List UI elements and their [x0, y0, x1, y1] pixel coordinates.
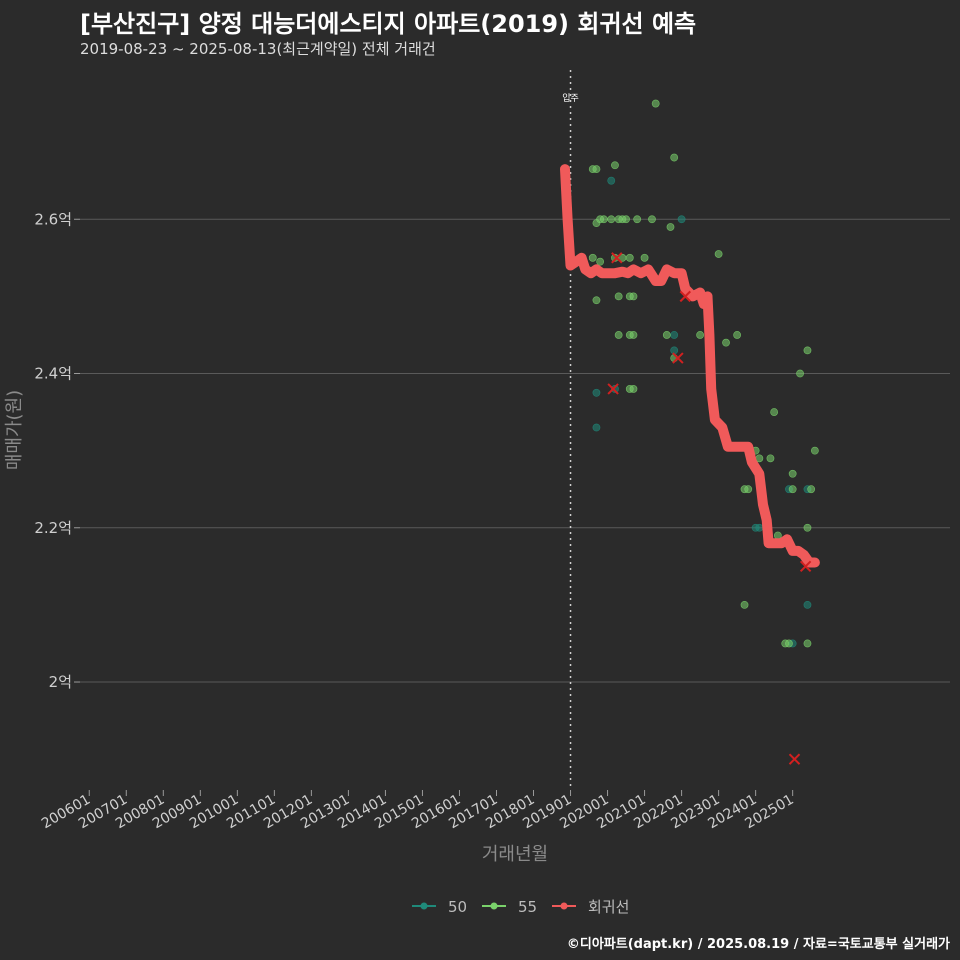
point-50 [670, 331, 679, 339]
point-55 [640, 253, 649, 262]
point-55 [670, 153, 679, 162]
point-55 [796, 369, 804, 378]
cancelled-marker [788, 753, 801, 765]
point-55 [714, 250, 723, 258]
point-55 [596, 257, 605, 266]
cancelled-marker [611, 252, 623, 264]
point-55 [740, 600, 749, 609]
point-55 [651, 99, 660, 108]
cancelled-markers [607, 252, 812, 765]
point-55 [614, 331, 623, 339]
point-55 [770, 408, 779, 416]
point-50 [670, 346, 679, 355]
point-55 [803, 346, 812, 355]
y-tick-label: 2.4억 [34, 365, 72, 383]
point-55 [629, 292, 638, 301]
x-axis-ticks: 2006012007012008012009012010012011012012… [39, 790, 797, 832]
regression-path [560, 164, 820, 568]
point-55 [588, 253, 597, 262]
legend-label: 55 [518, 898, 537, 916]
point-55 [611, 161, 619, 170]
point-50 [755, 523, 764, 532]
legend-label: 50 [448, 898, 467, 916]
cancelled-marker [607, 383, 619, 395]
point-50 [611, 385, 619, 393]
point-55 [622, 215, 630, 224]
cancelled-marker [799, 560, 812, 573]
y-tick-label: 2억 [49, 673, 72, 691]
point-55 [785, 639, 793, 648]
legend-key-dot [560, 902, 568, 910]
cancel-x [788, 753, 801, 765]
point-55 [666, 223, 675, 231]
y-axis-ticks: 2억 2.2억 2.4억 2.6억 [34, 210, 80, 691]
point-55 [607, 215, 616, 224]
legend: 50 55 회귀선 [412, 898, 629, 916]
point-50 [592, 423, 601, 432]
point-55 [810, 446, 819, 455]
point-55 [744, 485, 753, 494]
point-55 [733, 331, 742, 339]
point-55 [625, 253, 634, 262]
cancel-x [679, 290, 692, 303]
x-axis-title: 거래년월 [482, 844, 548, 865]
point-55 [648, 215, 656, 224]
point-55 [696, 331, 705, 339]
y-axis-title: 매매가(원) [4, 390, 25, 470]
source-caption: ©디아파트(dapt.kr) / 2025.08.19 / 자료=국토교통부 실… [566, 937, 950, 952]
point-55 [662, 331, 671, 339]
chart-title: [부산진구] 양정 대능더에스티지 아파트(2019) 회귀선 예측 [80, 10, 697, 38]
legend-key-dot [420, 902, 428, 910]
point-55 [788, 485, 797, 494]
cancel-x [611, 252, 623, 264]
point-50 [592, 388, 601, 397]
point-55 [788, 469, 797, 478]
point-55 [803, 523, 812, 532]
cancel-x [799, 560, 812, 573]
point-55 [599, 215, 608, 224]
point-55 [629, 385, 638, 393]
point-50 [677, 215, 686, 224]
point-50 [803, 600, 812, 609]
point-55 [807, 485, 816, 494]
chart-subtitle: 2019-08-23 ~ 2025-08-13(최근계약일) 전체 거래건 [80, 40, 436, 58]
legend-key-dot [490, 902, 498, 910]
regression-line [560, 164, 820, 568]
point-55 [722, 338, 730, 347]
point-55 [633, 215, 642, 224]
cancelled-marker [672, 352, 684, 364]
cancel-x [672, 352, 684, 364]
cancelled-marker [679, 290, 692, 303]
grid-lines [80, 218, 950, 683]
point-55 [803, 639, 812, 648]
point-55 [592, 165, 601, 174]
move-in-label: 입주 [562, 92, 579, 104]
point-55 [766, 454, 775, 463]
cancel-x [607, 383, 619, 395]
point-55 [592, 296, 601, 305]
point-55 [614, 292, 623, 301]
point-50 [607, 176, 616, 185]
y-tick-label: 2.6억 [34, 210, 72, 228]
point-55 [629, 331, 638, 339]
y-tick-label: 2.2억 [34, 519, 72, 537]
legend-label: 회귀선 [588, 898, 629, 916]
